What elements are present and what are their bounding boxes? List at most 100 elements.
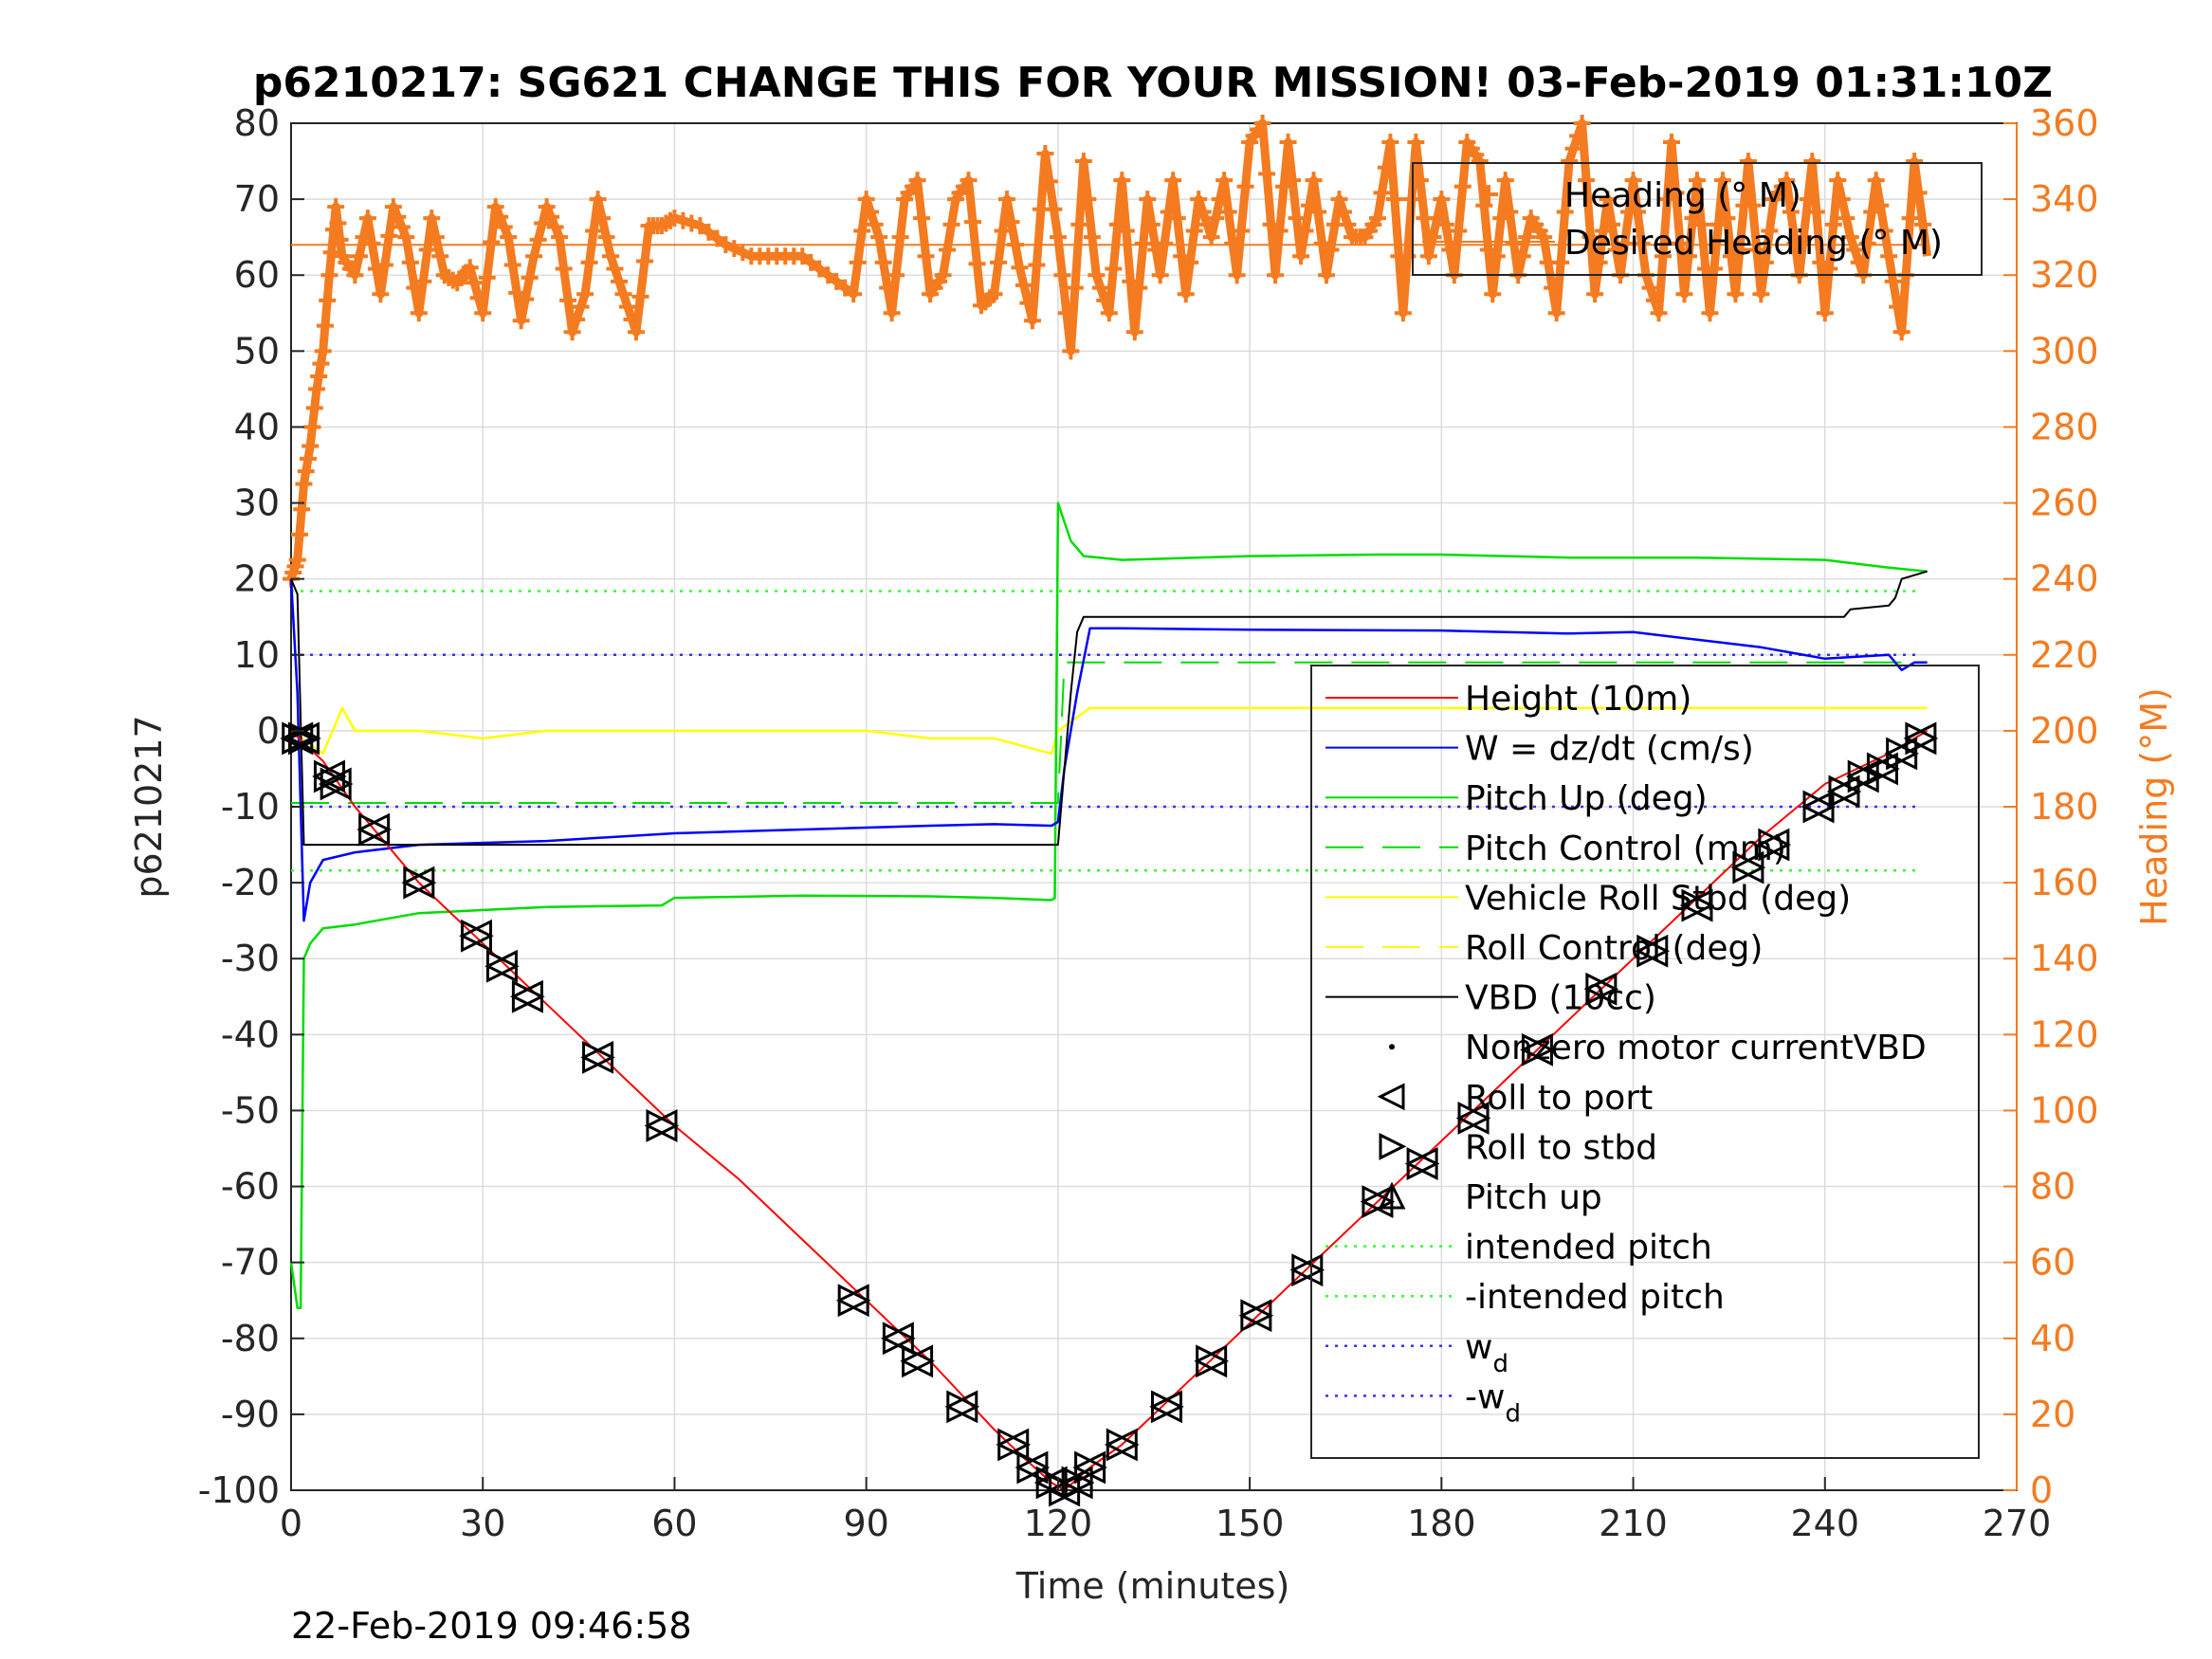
heading-point: [1023, 312, 1041, 330]
heading-point: [1053, 266, 1071, 284]
heading-point: [1824, 215, 1842, 233]
heading-point: [322, 244, 340, 262]
x-tick-label: 90: [843, 1503, 888, 1544]
x-tick-label: 0: [280, 1503, 302, 1544]
roll-to-stbd-marker: [403, 866, 437, 900]
heading-point: [997, 191, 1015, 209]
heading-point: [1858, 234, 1876, 252]
legend-box: [1310, 665, 1980, 1459]
heading-point: [288, 551, 306, 569]
roll-to-stbd-marker: [882, 1322, 916, 1356]
heading-point: [1040, 173, 1058, 191]
legend-label: Pitch Control (mm): [1465, 830, 1786, 868]
heading-point: [1624, 172, 1642, 190]
y-tick-label: -70: [221, 1242, 280, 1284]
roll-to-stbd-marker: [1847, 759, 1881, 793]
heading-point: [1271, 222, 1289, 240]
roll-to-stbd-marker: [485, 949, 520, 983]
y2-tick-label: 240: [2030, 558, 2099, 600]
heading-point: [466, 274, 484, 292]
heading-point: [1744, 196, 1762, 214]
heading-point: [1603, 215, 1621, 233]
y2-axis-label: Heading (°M): [2133, 687, 2175, 926]
heading-point: [500, 228, 518, 246]
heading-point: [431, 247, 449, 265]
x-tick-label: 270: [1983, 1503, 2052, 1544]
heading-point: [1518, 228, 1536, 246]
legend-symbol: [1378, 1181, 1406, 1210]
heading-point: [1875, 222, 1893, 240]
heading-point: [1228, 266, 1246, 284]
heading-point: [469, 289, 487, 307]
heading-point: [1006, 236, 1024, 254]
roll-to-stbd-marker: [358, 812, 392, 847]
roll-to-stbd-marker: [511, 979, 545, 1013]
heading-point: [380, 227, 398, 245]
heading-point: [1692, 215, 1710, 233]
heading-point: [623, 310, 641, 328]
heading-point: [1578, 172, 1596, 190]
heading-point: [968, 255, 986, 273]
heading-point: [1569, 127, 1587, 145]
heading-point: [1646, 291, 1664, 309]
heading-point: [1296, 222, 1314, 240]
heading-point: [1616, 234, 1634, 252]
heading-point: [1837, 210, 1856, 228]
heading-point: [1679, 247, 1697, 265]
heading-point: [1373, 184, 1391, 202]
heading-point: [1100, 304, 1118, 322]
heading-point: [384, 198, 402, 216]
heading-point: [1795, 228, 1813, 246]
heading-point: [594, 210, 612, 228]
y2-tick-label: 180: [2030, 786, 2099, 828]
heading-point: [883, 304, 901, 322]
heading-point: [870, 228, 888, 246]
heading-point: [290, 525, 308, 543]
y2-tick-label: 260: [2030, 483, 2099, 524]
y2-tick-label: 40: [2030, 1318, 2075, 1359]
legend-label: Roll Control (deg): [1465, 929, 1763, 968]
heading-point: [1253, 115, 1271, 132]
legend-label: intended pitch: [1465, 1229, 1712, 1267]
heading-point: [1892, 323, 1910, 341]
heading-point: [1846, 241, 1864, 259]
heading-point: [1586, 285, 1604, 303]
heading-point: [845, 285, 863, 303]
heading-point: [862, 203, 880, 221]
legend-label: Nonzero motor currentVBD: [1465, 1029, 1927, 1067]
heading-point: [1718, 210, 1736, 228]
heading-point: [1049, 228, 1067, 246]
heading-point: [1185, 222, 1203, 240]
y-tick-label: -20: [221, 862, 280, 903]
roll-to-port-marker: [580, 1040, 614, 1074]
heading-point: [1867, 172, 1885, 190]
heading-point: [329, 214, 347, 232]
heading-point: [1906, 153, 1924, 171]
heading-point: [1207, 210, 1225, 228]
heading-point: [1062, 342, 1080, 360]
plot-area: [280, 115, 2018, 1507]
heading-point: [503, 256, 521, 274]
heading-point: [1561, 153, 1579, 171]
heading-point: [1074, 153, 1092, 171]
heading-point: [1889, 298, 1907, 316]
heading-line: [286, 118, 1932, 581]
heading-point: [1641, 279, 1659, 297]
heading-point: [666, 210, 684, 228]
x-tick-label: 150: [1216, 1503, 1285, 1544]
heading-point: [1816, 304, 1834, 322]
heading-point: [1739, 153, 1757, 171]
heading-point: [461, 259, 479, 277]
heading-point: [1496, 172, 1514, 190]
heading-point: [307, 380, 325, 398]
heading-point: [316, 317, 334, 335]
heading-point: [397, 228, 415, 246]
heading-point: [363, 234, 381, 252]
roll-to-stbd-marker: [1150, 1390, 1184, 1424]
y2-tick-label: 140: [2030, 938, 2099, 979]
y2-tick-label: 300: [2030, 330, 2099, 372]
roll-to-stbd-marker: [902, 1344, 935, 1378]
heading-point: [1564, 139, 1582, 157]
heading-point: [1339, 215, 1357, 233]
heading-point: [1675, 285, 1693, 303]
